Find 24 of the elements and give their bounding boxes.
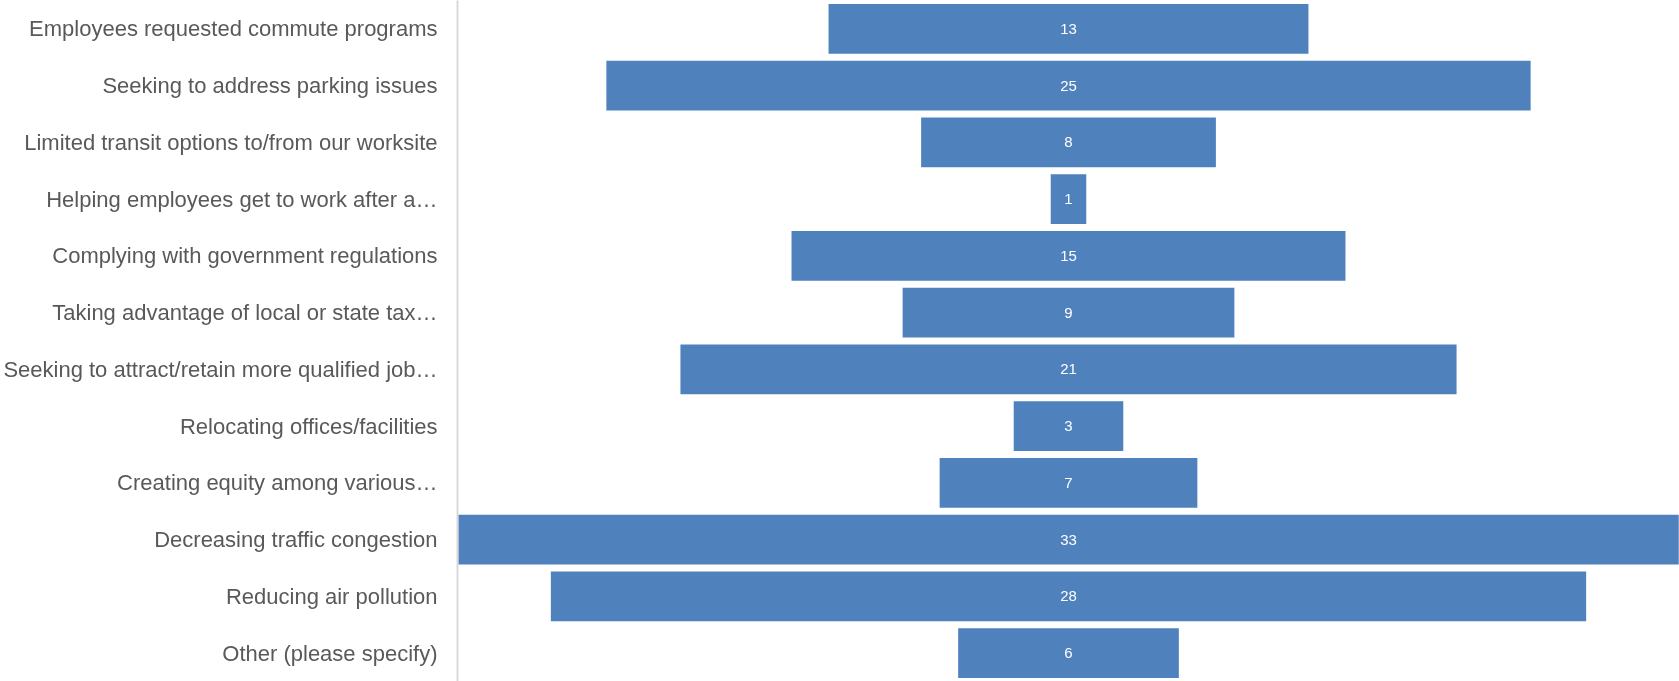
- category-label: Creating equity among various…: [117, 470, 438, 496]
- data-label: 3: [1064, 417, 1073, 435]
- data-label: 13: [1060, 19, 1077, 37]
- data-label: 28: [1060, 587, 1077, 605]
- category-label: Seeking to address parking issues: [102, 73, 438, 99]
- category-label: Other (please specify): [222, 640, 438, 666]
- data-label: 21: [1060, 360, 1077, 378]
- data-label: 7: [1064, 473, 1073, 491]
- category-label: Helping employees get to work after a…: [46, 186, 438, 212]
- data-label: 25: [1060, 76, 1077, 94]
- category-label: Reducing air pollution: [225, 583, 438, 609]
- data-label: 8: [1064, 133, 1073, 151]
- data-label: 33: [1060, 530, 1077, 548]
- category-label: Relocating offices/facilities: [179, 413, 438, 439]
- data-label: 9: [1064, 303, 1073, 321]
- data-label: 15: [1060, 246, 1077, 264]
- category-label: Employees requested commute programs: [29, 16, 438, 42]
- category-label: Decreasing traffic congestion: [154, 527, 438, 553]
- category-label: Limited transit options to/from our worksite: [24, 129, 438, 155]
- data-label: 1: [1064, 190, 1073, 208]
- category-label: Taking advantage of local or state tax…: [52, 300, 438, 326]
- category-label: Complying with government regulations: [52, 243, 438, 269]
- data-label: 6: [1064, 644, 1073, 662]
- category-label: Seeking to attract/retain more qualified job…: [3, 356, 438, 382]
